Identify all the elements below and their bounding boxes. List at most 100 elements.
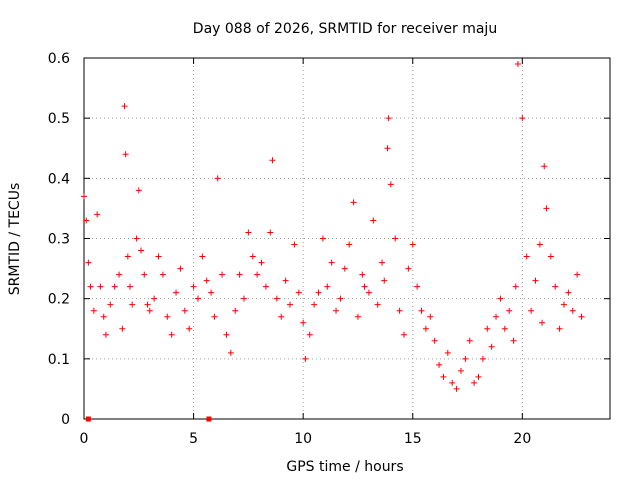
data-point xyxy=(223,331,230,338)
data-point xyxy=(94,211,101,218)
data-point xyxy=(232,307,239,314)
grid-lines xyxy=(84,58,610,419)
data-point xyxy=(133,235,140,242)
data-point xyxy=(90,307,97,314)
data-point xyxy=(211,313,218,320)
data-point xyxy=(449,379,456,386)
data-point xyxy=(381,277,388,284)
data-point xyxy=(532,277,539,284)
data-point xyxy=(565,289,572,296)
data-point xyxy=(249,253,256,260)
data-point xyxy=(457,367,464,374)
data-point xyxy=(300,319,307,326)
data-point xyxy=(359,271,366,278)
data-point xyxy=(346,241,353,248)
data-point xyxy=(475,373,482,380)
data-point xyxy=(328,259,335,266)
data-point xyxy=(431,337,438,344)
data-point xyxy=(227,349,234,356)
data-point xyxy=(471,379,478,386)
data-point xyxy=(444,349,451,356)
data-point xyxy=(333,307,340,314)
x-tick-label: 5 xyxy=(189,431,198,447)
data-point xyxy=(102,331,109,338)
data-point xyxy=(354,313,361,320)
data-point xyxy=(214,175,221,182)
data-point xyxy=(287,301,294,308)
data-points xyxy=(81,61,585,422)
data-point xyxy=(127,283,134,290)
data-point xyxy=(569,307,576,314)
data-point xyxy=(164,313,171,320)
data-point xyxy=(379,259,386,266)
x-axis-title: GPS time / hours xyxy=(286,459,403,475)
plot-frame xyxy=(83,57,611,420)
data-point xyxy=(151,295,158,302)
data-point xyxy=(100,313,107,320)
data-point xyxy=(107,301,114,308)
data-point xyxy=(146,307,153,314)
data-point xyxy=(267,229,274,236)
data-point xyxy=(462,355,469,362)
data-point xyxy=(552,283,559,290)
data-point xyxy=(370,217,377,224)
data-point xyxy=(341,265,348,272)
data-point xyxy=(278,313,285,320)
y-axis-title: SRMTID / TECUs xyxy=(7,183,23,296)
data-point xyxy=(186,325,193,332)
data-point xyxy=(510,337,517,344)
data-point xyxy=(262,283,269,290)
y-tick-label: 0.3 xyxy=(48,232,70,248)
data-point xyxy=(203,277,210,284)
data-point xyxy=(365,289,372,296)
data-point xyxy=(506,307,513,314)
data-point xyxy=(488,343,495,350)
x-tick-label: 15 xyxy=(404,431,422,447)
data-point xyxy=(578,313,585,320)
data-point xyxy=(173,289,180,296)
data-point xyxy=(85,259,92,266)
data-point xyxy=(83,217,90,224)
y-tick-label: 0.4 xyxy=(48,171,70,187)
data-point xyxy=(427,313,434,320)
data-point xyxy=(400,331,407,338)
data-point xyxy=(240,295,247,302)
data-point xyxy=(528,307,535,314)
data-point xyxy=(387,181,394,188)
data-point xyxy=(497,295,504,302)
y-tick-label: 0.6 xyxy=(48,51,70,67)
data-point xyxy=(295,289,302,296)
data-point xyxy=(493,313,500,320)
data-point xyxy=(324,283,331,290)
data-point xyxy=(574,271,581,278)
data-point xyxy=(199,253,206,260)
data-point xyxy=(219,271,226,278)
data-point xyxy=(155,253,162,260)
data-point xyxy=(269,157,276,164)
data-point xyxy=(350,199,357,206)
data-point xyxy=(418,307,425,314)
data-point xyxy=(512,283,519,290)
zero-data-point xyxy=(85,416,91,422)
data-point xyxy=(536,241,543,248)
data-point xyxy=(87,283,94,290)
data-point xyxy=(374,301,381,308)
data-point xyxy=(273,295,280,302)
data-point xyxy=(547,253,554,260)
y-tick-label: 0.1 xyxy=(48,352,70,368)
x-tick-label: 10 xyxy=(294,431,312,447)
x-tick-label: 20 xyxy=(513,431,531,447)
data-point xyxy=(319,235,326,242)
data-point xyxy=(414,283,421,290)
data-point xyxy=(121,103,128,110)
data-point xyxy=(135,187,142,194)
data-point xyxy=(436,361,443,368)
x-tick-label: 0 xyxy=(80,431,89,447)
data-point xyxy=(168,331,175,338)
data-point xyxy=(539,319,546,326)
data-point xyxy=(302,355,309,362)
data-point xyxy=(484,325,491,332)
data-point xyxy=(194,295,201,302)
data-point xyxy=(384,145,391,152)
